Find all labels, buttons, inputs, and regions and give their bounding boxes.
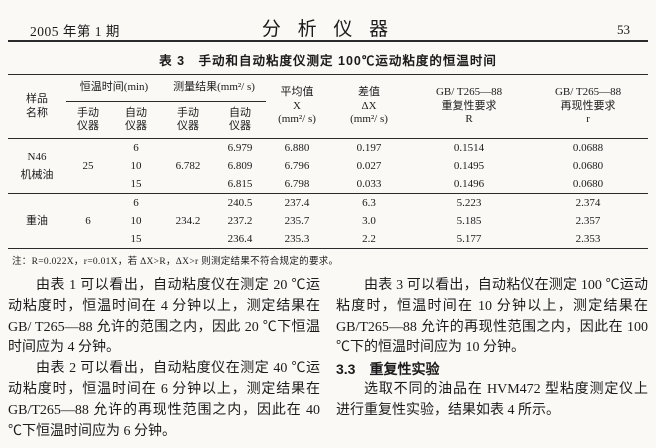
cell-auto-result: 6.815: [227, 178, 253, 190]
col-header-diff: 差值 ΔX (mm²/ s): [350, 86, 388, 126]
cell-manual-result: 6.782: [175, 160, 201, 172]
cell-diff: 6.3: [362, 197, 376, 209]
col-header-mean: 平均值 X (mm²/ s): [278, 86, 316, 126]
cell-auto-time: 6: [133, 142, 139, 154]
cell-diff: 0.033: [356, 178, 382, 190]
cell-auto-result: 237.2: [227, 215, 253, 227]
table-row: 10 237.2 235.7 3.0 5.185 2.357: [8, 212, 648, 230]
page-number: 53: [617, 22, 630, 37]
cell-mean: 237.4: [284, 197, 310, 209]
cell-reproducibility: 0.0680: [572, 160, 604, 172]
table-group-n46: N46 机械油 25 6 6.782 6.979 6.880 0.197 0.1…: [8, 139, 649, 194]
cell-repeatability: 0.1495: [453, 160, 485, 172]
cell-reproducibility: 2.374: [575, 197, 601, 209]
col-header-reproducibility: GB/ T265—88 再现性要求 r: [554, 86, 622, 126]
journal-title: 分 析 仪 器: [261, 19, 395, 40]
subheader-manual-result: 手动 仪器: [177, 106, 200, 133]
cell-mean: 6.796: [284, 160, 310, 172]
cell-reproducibility: 0.0680: [572, 178, 604, 190]
header-rule: [8, 40, 648, 42]
paragraph-table2-conclusion: 由表 2 可以看出，自动粘度仪在测定 40 ℃运动粘度时，恒温时间在 6 分钟以…: [8, 361, 320, 439]
cell-auto-time: 6: [133, 197, 139, 209]
cell-auto-result: 6.809: [227, 160, 253, 172]
cell-auto-time: 10: [130, 160, 142, 172]
cell-reproducibility: 2.353: [575, 233, 601, 245]
table-row: 10 6.809 6.796 0.027 0.1495 0.0680: [8, 157, 648, 175]
table-group-heavy-oil: 重油 6 6 234.2 240.5 237.4 6.3 5.223 2.374…: [8, 194, 648, 249]
cell-sample: N46 机械油: [20, 151, 54, 181]
cell-reproducibility: 0.0688: [572, 142, 604, 154]
cell-mean: 6.798: [284, 178, 310, 190]
subheader-manual-time: 手动 仪器: [77, 106, 99, 133]
paragraph-table1-conclusion: 由表 1 可以看出，自动粘度仪在测定 20 ℃运动粘度时，恒温时间在 4 分钟以…: [8, 278, 320, 356]
cell-auto-result: 240.5: [227, 197, 253, 209]
col-header-repeatability: GB/ T265—88 重复性要求 R: [435, 86, 503, 126]
cell-diff: 2.2: [362, 233, 376, 245]
table-caption: 表 3 手动和自动粘度仪测定 100℃运动粘度的恒温时间: [159, 54, 497, 68]
cell-auto-result: 6.979: [227, 142, 253, 154]
table-head: 样品 名称 恒温时间(min) 测量结果(mm²/ s) 平均值 X (mm²/…: [8, 74, 649, 139]
cell-auto-time: 15: [130, 178, 142, 190]
cell-repeatability: 5.177: [456, 233, 482, 245]
paragraph-repeatability-experiment: 选取不同的油品在 HVM472 型粘度测定仪上进行重复性实验，结果如表 4 所示…: [336, 381, 648, 418]
subheader-auto-time: 自动 仪器: [125, 106, 147, 133]
table-note: 注：R=0.022X，r=0.01X，若 ΔX>R，ΔX>r 则测定结果不符合规…: [12, 257, 339, 267]
table-row: N46 机械油 25 6 6.782 6.979 6.880 0.197 0.1…: [8, 139, 648, 181]
cell-sample: 重油: [26, 215, 48, 227]
cell-diff: 3.0: [362, 215, 376, 227]
cell-auto-time: 10: [130, 215, 142, 227]
body-text: 由表 1 可以看出，自动粘度仪在测定 20 ℃运动粘度时，恒温时间在 4 分钟以…: [8, 276, 648, 442]
cell-auto-time: 15: [130, 233, 142, 245]
viscosity-table: 样品 名称 恒温时间(min) 测量结果(mm²/ s) 平均值 X (mm²/…: [8, 74, 649, 249]
table-row: 15 6.815 6.798 0.033 0.1496 0.0680: [8, 175, 648, 194]
table-row: 重油 6 6 234.2 240.5 237.4 6.3 5.223 2.374: [8, 194, 648, 227]
text-column-right: 由表 3 可以看出，自动粘仪在测定 100 ℃运动粘度时，恒温时间在 10 分钟…: [336, 276, 648, 442]
cell-diff: 0.197: [356, 142, 382, 154]
cell-mean: 6.880: [284, 142, 310, 154]
cell-mean: 235.7: [284, 215, 310, 227]
cell-repeatability: 0.1496: [453, 178, 485, 190]
cell-diff: 0.027: [356, 160, 382, 172]
cell-repeatability: 5.223: [456, 197, 482, 209]
page-header: 2005 年第 1 期 分 析 仪 器 53: [0, 0, 656, 40]
col-header-sample: 样品 名称: [26, 93, 48, 119]
issue-label: 2005 年第 1 期: [30, 24, 120, 39]
cell-auto-result: 236.4: [227, 233, 253, 245]
cell-repeatability: 0.1514: [453, 142, 485, 154]
section-heading-3-3: 3.3 重复性实验: [336, 361, 440, 378]
cell-reproducibility: 2.357: [575, 215, 601, 227]
cell-manual-result: 234.2: [175, 215, 201, 227]
col-header-time-group: 恒温时间(min): [66, 74, 163, 102]
col-header-result-group: 测量结果(mm²/ s): [162, 74, 267, 102]
subheader-auto-result: 自动 仪器: [229, 106, 252, 133]
cell-manual-time: 6: [85, 215, 91, 227]
text-column-left: 由表 1 可以看出，自动粘度仪在测定 20 ℃运动粘度时，恒温时间在 4 分钟以…: [8, 276, 320, 442]
table-row: 15 236.4 235.3 2.2 5.177 2.353: [8, 230, 648, 249]
cell-repeatability: 5.185: [456, 215, 482, 227]
paragraph-table3-conclusion: 由表 3 可以看出，自动粘仪在测定 100 ℃运动粘度时，恒温时间在 10 分钟…: [336, 278, 648, 356]
cell-manual-time: 25: [82, 160, 94, 172]
cell-mean: 235.3: [284, 233, 310, 245]
